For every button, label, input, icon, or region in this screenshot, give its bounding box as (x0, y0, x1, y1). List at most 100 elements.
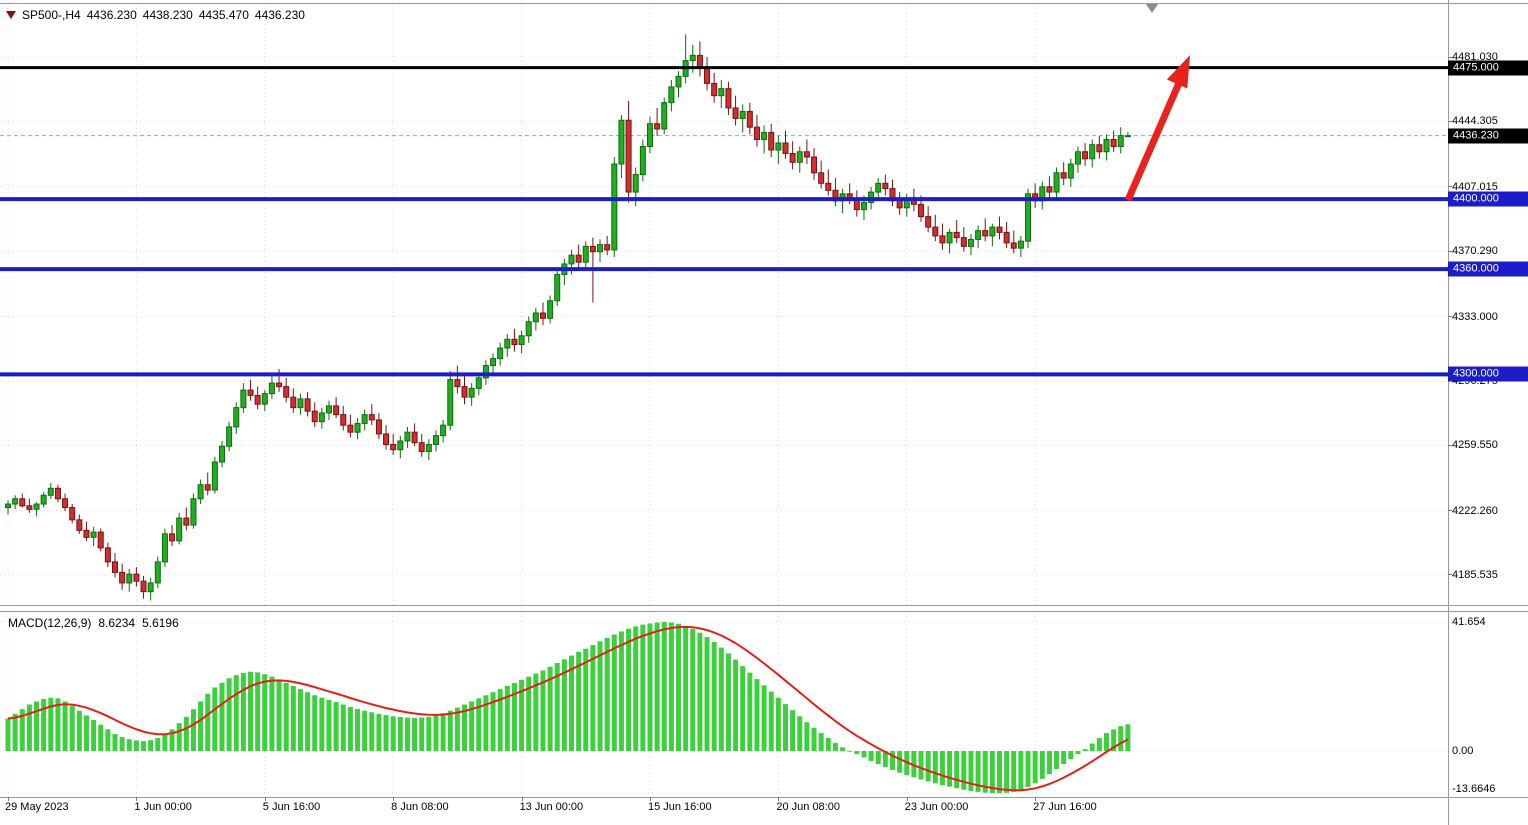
candle-body (1053, 172, 1060, 193)
macd-histogram-bar (497, 689, 503, 751)
macd-histogram-bar (533, 673, 539, 751)
macd-histogram-bar (347, 707, 353, 751)
candle-body (775, 142, 782, 151)
autoscroll-icon[interactable] (1146, 4, 1158, 13)
macd-histogram-bar (654, 622, 660, 751)
candle-body (675, 75, 682, 88)
candle-body (746, 110, 753, 128)
candle-body (732, 107, 739, 119)
candle-body (197, 484, 204, 500)
macd-signal-line (7, 625, 1129, 792)
macd-histogram-bar (825, 737, 831, 751)
candle-body (589, 245, 596, 253)
candle-body (704, 67, 711, 84)
time-tick-label: 20 Jun 08:00 (776, 801, 840, 813)
macd-histogram-bar (647, 623, 653, 751)
macd-histogram-bar (939, 751, 945, 786)
candle-body (568, 254, 575, 265)
macd-histogram-bar (590, 645, 596, 751)
time-tick-label: 15 Jun 16:00 (647, 801, 712, 813)
macd-histogram-bar (198, 701, 204, 751)
macd-histogram-bar (818, 733, 824, 751)
panel-separator-bottom[interactable] (0, 611, 1528, 612)
macd-histogram-bar (290, 685, 296, 751)
candle-body (1010, 242, 1017, 249)
candle-body (803, 151, 810, 158)
candle-body (119, 571, 126, 584)
candle-body (939, 235, 946, 244)
symbol-timeframe: SP500-,H4 (22, 8, 81, 22)
time-tick-label: 5 Jun 16:00 (262, 801, 321, 813)
macd-histogram-bar (626, 628, 632, 751)
candle-body (547, 300, 554, 319)
candle-body (490, 358, 497, 367)
candle-body (461, 386, 468, 398)
time-tick-label: 1 Jun 00:00 (134, 801, 192, 813)
candle-body (218, 445, 225, 463)
macd-histogram-bar (112, 733, 118, 751)
candle-body (661, 102, 668, 130)
macd-histogram-bar (1054, 751, 1060, 769)
macd-histogram-bar (397, 716, 403, 751)
candle-body (597, 244, 604, 253)
candle-body (176, 517, 183, 542)
panel-separator-top[interactable] (0, 605, 1528, 606)
price-axis-tick (1448, 120, 1452, 122)
macd-histogram-bar (262, 674, 268, 751)
candle-body (318, 412, 325, 423)
macd-histogram-bar (676, 623, 682, 751)
candle-body (133, 573, 140, 582)
candle-body (97, 531, 104, 549)
macd-histogram-bar (283, 682, 289, 751)
macd-histogram-bar (889, 751, 895, 770)
macd-histogram-bar (369, 712, 375, 751)
macd-scale-label: 0.00 (1452, 745, 1474, 757)
macd-histogram-bar (1125, 724, 1131, 751)
macd-histogram-bar (697, 632, 703, 751)
candle-body (932, 226, 939, 237)
chart-canvas[interactable] (0, 0, 1448, 797)
candle-body (989, 226, 996, 237)
price-tick-label: 4444.305 (1452, 115, 1498, 128)
macd-histogram-bar (526, 676, 532, 751)
candle-body (361, 414, 368, 424)
candle-body (454, 379, 461, 388)
candle-body (925, 216, 932, 228)
candle-body (233, 407, 240, 428)
macd-histogram-bar (954, 751, 960, 789)
price-tick-label: 4481.030 (1452, 51, 1498, 64)
macd-histogram-bar (861, 751, 867, 758)
candle-body (154, 561, 161, 584)
price-level-badge: 4400.000 (1448, 191, 1528, 207)
candle-body (311, 410, 318, 423)
price-axis-tick (1448, 250, 1452, 252)
trend-arrow-head[interactable] (1166, 55, 1190, 89)
candle-body (953, 231, 960, 239)
candle-body (47, 487, 54, 496)
candle-body (711, 82, 718, 97)
candle-body (297, 398, 304, 409)
macd-histogram-bar (761, 685, 767, 751)
candle-body (982, 230, 989, 237)
candle-body (511, 338, 518, 346)
price-axis-tick (1448, 574, 1452, 576)
trend-arrow-shaft[interactable] (1124, 81, 1183, 202)
macd-histogram-bar (704, 637, 710, 751)
macd-histogram-bar (847, 750, 853, 752)
candle-body (960, 237, 967, 247)
ohlc-high: 4438.230 (142, 8, 193, 22)
candle-body (83, 529, 90, 538)
candle-body (111, 561, 118, 573)
candle-body (1067, 163, 1074, 179)
candle-body (104, 547, 111, 563)
macd-histogram-bar (5, 718, 11, 751)
candle-body (447, 379, 454, 426)
candle-body (1117, 135, 1124, 147)
macd-histogram-bar (511, 682, 517, 751)
macd-histogram-bar (982, 751, 988, 793)
macd-histogram-bar (1103, 733, 1109, 751)
macd-histogram-bar (48, 697, 54, 751)
candle-body (354, 422, 361, 433)
macd-histogram-bar (561, 659, 567, 751)
price-axis-tick (1448, 444, 1452, 446)
